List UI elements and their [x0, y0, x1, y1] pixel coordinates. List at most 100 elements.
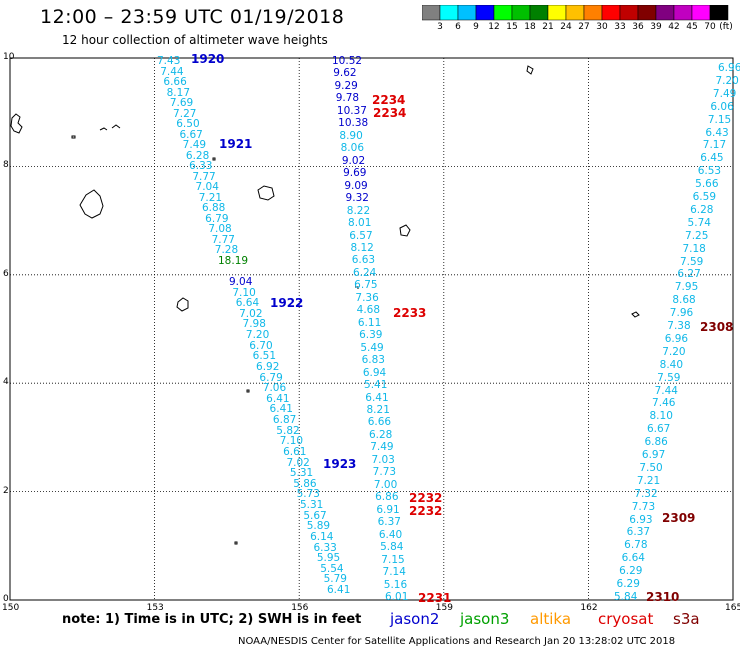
wave-height-value: 6.91 [376, 503, 400, 516]
wave-height-value: 6.97 [641, 449, 666, 462]
wave-height-value: 7.49 [370, 441, 394, 454]
wave-height-value: 7.44 [160, 65, 184, 78]
wave-height-value: 6.27 [677, 268, 701, 281]
wave-height-value: 7.20 [245, 329, 270, 342]
island-outline [246, 389, 250, 393]
wave-height-value: 6.14 [310, 530, 334, 543]
wave-height-value: 6.70 [249, 339, 273, 352]
color-scale-label: 24 [560, 22, 572, 32]
wave-height-value: 5.66 [695, 178, 719, 191]
color-scale-label: 6 [455, 22, 461, 32]
wave-height-value: 7.59 [657, 371, 681, 384]
x-axis-tick-label: 156 [291, 603, 309, 613]
map-frame [9, 57, 734, 601]
color-scale-bar [422, 5, 729, 21]
wave-height-value: 7.15 [707, 113, 732, 126]
wave-height-value: 8.01 [348, 217, 372, 230]
wave-height-value: 7.77 [192, 170, 216, 183]
color-scale-label: 70 [704, 22, 716, 32]
wave-height-value: 6.50 [176, 118, 200, 131]
wave-height-value: 6.57 [349, 229, 373, 242]
wave-height-value: 6.29 [616, 578, 640, 591]
wave-height-value: 7.02 [239, 307, 263, 320]
wave-height-value: 6.64 [621, 552, 645, 565]
color-scale-label: 45 [686, 22, 698, 32]
color-scale-labels: 3 6 9 12 15 18 21 24 27 30 33 36 39 42 45 70 (ft) [422, 22, 740, 34]
wave-height-value: 6.41 [327, 584, 351, 596]
wave-height-value: 9.04 [229, 276, 253, 288]
wave-height-value: 7.03 [371, 453, 395, 466]
wave-height-value: 7.32 [634, 487, 658, 500]
wave-height-value: 10.38 [338, 117, 369, 130]
wave-height-value: 10.52 [332, 55, 363, 67]
wave-height-value: 6.64 [235, 297, 260, 310]
pass-time-label: 2232 [409, 491, 443, 505]
wave-height-value: 7.20 [662, 345, 686, 358]
wave-height-value: 7.49 [182, 139, 207, 152]
wave-height-value: 10.37 [336, 104, 367, 117]
credit-line: NOAA/NESDIS Center for Satellite Applica… [238, 636, 676, 647]
wave-height-value: 8.68 [672, 294, 696, 307]
wave-height-value: 9.62 [333, 67, 357, 80]
x-axis-tick-label: 162 [580, 603, 598, 613]
wave-height-value: 7.49 [712, 87, 737, 100]
wave-height-value: 9.09 [344, 179, 368, 192]
island-outline [79, 189, 104, 219]
color-scale-label: 39 [650, 22, 662, 32]
pass-time-label: 2233 [393, 306, 427, 320]
wave-height-value: 7.27 [173, 107, 197, 120]
island-outline [212, 157, 216, 161]
x-axis-tick-label: 150 [2, 603, 20, 613]
wave-height-value: 7.04 [195, 181, 219, 194]
pass-time-label: 2310 [646, 590, 680, 604]
wave-height-value: 6.53 [697, 165, 722, 178]
wave-height-value: 6.37 [377, 516, 401, 529]
wave-height-value: 8.40 [659, 358, 684, 371]
color-swatch [709, 5, 729, 21]
wave-height-value: 6.79 [205, 212, 229, 225]
wave-height-value: 7.28 [214, 244, 239, 257]
wave-height-value: 6.66 [367, 416, 392, 429]
wave-height-value: 6.61 [283, 445, 307, 458]
color-scale-label: 30 [596, 22, 608, 32]
wave-height-value: 6.79 [259, 371, 283, 384]
y-axis-tick-label: 4 [3, 377, 9, 388]
wave-height-value: 6.83 [361, 354, 385, 367]
wave-height-value: 6.28 [690, 203, 714, 216]
y-axis-tick-label: 8 [3, 160, 9, 171]
wave-height-value: 7.17 [702, 139, 727, 152]
wave-height-value: 6.28 [185, 149, 210, 162]
wave-height-value: 7.14 [382, 566, 406, 579]
legend-item-jason2: jason2 [390, 610, 440, 628]
wave-height-value: 7.00 [373, 478, 398, 491]
island-outline [176, 297, 189, 312]
wave-height-value: 5.86 [293, 477, 317, 490]
wave-height-value: 9.29 [334, 79, 358, 92]
wave-height-value: 5.84 [380, 541, 404, 554]
pass-time-label: 1921 [219, 137, 253, 151]
wave-height-value: 6.41 [266, 392, 290, 405]
wave-height-value: 7.15 [381, 553, 405, 566]
page-subtitle: 12 hour collection of altimeter wave hei… [62, 33, 328, 47]
wave-height-value: 7.73 [631, 500, 656, 513]
wave-height-value: 9.69 [343, 167, 367, 180]
island-outline [99, 127, 108, 131]
pass-time-label: 2234 [372, 93, 406, 107]
island-outline [526, 65, 534, 75]
island-outline [71, 135, 76, 139]
footer-note: note: 1) Time is in UTC; 2) SWH is in fe… [62, 612, 362, 627]
wave-height-value: 7.20 [715, 74, 739, 87]
wave-height-value: 6.92 [256, 360, 280, 373]
wave-height-value: 5.74 [687, 216, 711, 229]
wave-height-value: 5.95 [316, 552, 341, 565]
wave-height-value: 8.17 [166, 86, 191, 99]
wave-height-value: 6.06 [710, 100, 734, 113]
wave-height-value: 9.02 [341, 154, 366, 167]
wave-height-value: 7.38 [667, 320, 691, 333]
wave-height-value: 9.78 [335, 92, 360, 105]
color-scale-label: 27 [578, 22, 590, 32]
wave-height-value: 6.87 [272, 414, 297, 427]
island-outline [111, 124, 121, 129]
wave-height-value: 18.19 [218, 255, 249, 267]
